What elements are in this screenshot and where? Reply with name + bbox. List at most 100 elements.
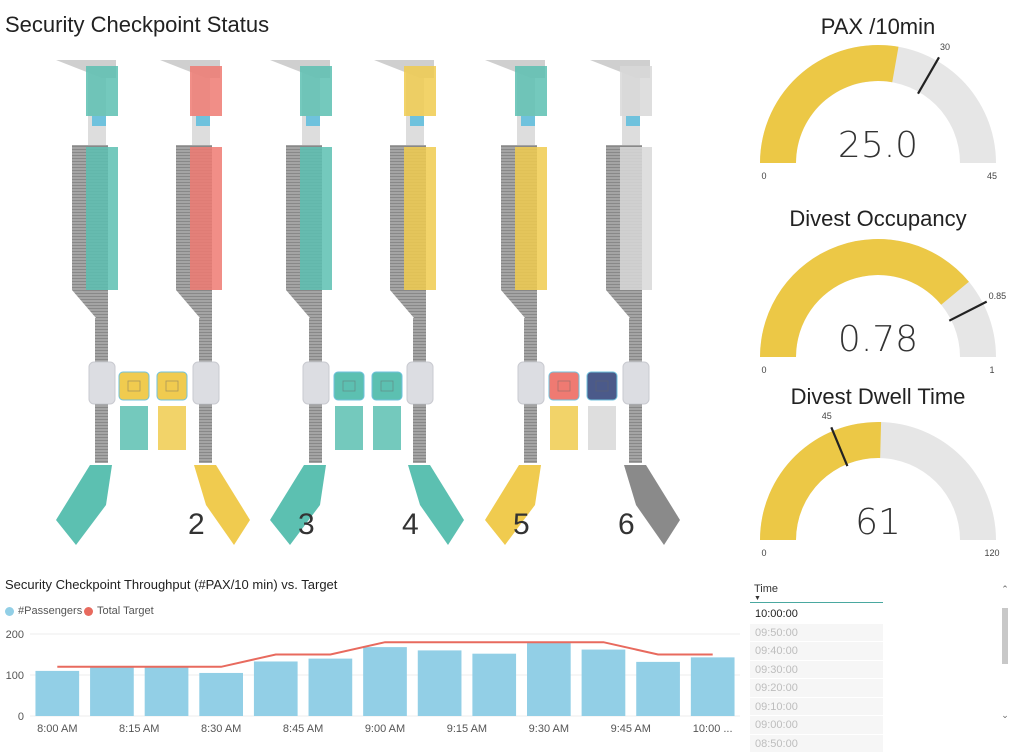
slicer-item[interactable]: 09:00:00	[750, 716, 883, 735]
bar-passengers[interactable]	[691, 657, 735, 716]
slicer-item[interactable]: 09:40:00	[750, 642, 883, 661]
bar-passengers[interactable]	[254, 661, 298, 716]
x-tick-label: 10:00 ...	[693, 723, 733, 735]
lane-scanner[interactable]	[518, 362, 544, 404]
x-tick-label: 8:45 AM	[283, 723, 323, 735]
lane-queue-box[interactable]	[620, 66, 652, 116]
gauge-min-label: 0	[761, 171, 766, 181]
xray-machine[interactable]	[372, 372, 402, 400]
y-tick-label: 0	[18, 711, 24, 723]
gauge-title: PAX /10min	[821, 14, 936, 39]
lane-divest-box[interactable]	[190, 147, 222, 290]
xray-machine[interactable]	[549, 372, 579, 400]
bar-passengers[interactable]	[527, 643, 571, 716]
inspection-station[interactable]	[550, 406, 578, 450]
bar-passengers[interactable]	[90, 667, 134, 716]
slicer-item[interactable]: 08:50:00	[750, 735, 883, 753]
lane-divest-box[interactable]	[404, 147, 436, 290]
sort-icon[interactable]: ▼	[754, 595, 761, 602]
lane-divest-box[interactable]	[620, 147, 652, 290]
bar-passengers[interactable]	[582, 650, 626, 716]
gauge-target-label: 45	[822, 411, 832, 421]
lane-belt	[196, 116, 210, 126]
slicer-item[interactable]: 09:10:00	[750, 698, 883, 717]
lane-3[interactable]: 3	[270, 60, 332, 545]
gauge-min-label: 0	[761, 548, 766, 558]
lane-5[interactable]: 5	[485, 60, 547, 545]
slicer-header[interactable]: Time	[754, 583, 778, 595]
x-tick-label: 8:30 AM	[201, 723, 241, 735]
slicer-item[interactable]: 09:20:00	[750, 679, 883, 698]
inspection-station[interactable]	[588, 406, 616, 450]
lane-scanner[interactable]	[623, 362, 649, 404]
lane-1[interactable]	[56, 60, 118, 545]
lane-queue-box[interactable]	[86, 66, 118, 116]
lane-exit-chute	[56, 465, 112, 545]
slicer-item[interactable]: 09:30:00	[750, 661, 883, 680]
gauge-max-label: 45	[987, 171, 997, 181]
lane-queue-box[interactable]	[190, 66, 222, 116]
lane-4[interactable]: 4	[374, 60, 464, 545]
lane-scanner[interactable]	[407, 362, 433, 404]
lane-divest-box[interactable]	[515, 147, 547, 290]
x-tick-label: 9:15 AM	[447, 723, 487, 735]
scanner-group	[549, 372, 617, 450]
lane-number: 4	[402, 508, 419, 541]
inspection-station[interactable]	[373, 406, 401, 450]
lane-scanner[interactable]	[303, 362, 329, 404]
bar-passengers[interactable]	[472, 654, 516, 716]
xray-machine[interactable]	[334, 372, 364, 400]
xray-machine[interactable]	[587, 372, 617, 400]
lane-scanner[interactable]	[193, 362, 219, 404]
x-tick-label: 9:00 AM	[365, 723, 405, 735]
bar-passengers[interactable]	[309, 659, 353, 716]
lane-belt	[92, 116, 106, 126]
y-tick-label: 100	[6, 670, 24, 682]
inspection-station[interactable]	[120, 406, 148, 450]
bar-passengers[interactable]	[199, 673, 243, 716]
scroll-down-icon[interactable]: ⌄	[1000, 710, 1010, 721]
gauge-target-label: 30	[940, 42, 950, 52]
gauge-title: Divest Occupancy	[789, 206, 966, 231]
slicer-scrollbar[interactable]: ⌃ ⌄	[1000, 578, 1010, 730]
inspection-station[interactable]	[335, 406, 363, 450]
y-tick-label: 200	[6, 629, 24, 641]
lane-6[interactable]: 6	[590, 60, 680, 545]
lane-belt	[410, 116, 424, 126]
gauge-value: 25.0	[838, 125, 918, 166]
scroll-up-icon[interactable]: ⌃	[1000, 584, 1010, 595]
lane-number: 2	[188, 508, 205, 541]
lane-belt	[521, 116, 535, 126]
bar-passengers[interactable]	[418, 650, 462, 716]
xray-machine[interactable]	[157, 372, 187, 400]
lane-belt	[306, 116, 320, 126]
slicer-item[interactable]: 09:50:00	[750, 624, 883, 643]
lane-2[interactable]: 2	[160, 60, 250, 545]
inspection-station[interactable]	[158, 406, 186, 450]
gauge-target-label: 0.85	[989, 291, 1007, 301]
lane-divest-box[interactable]	[86, 147, 118, 290]
bar-passengers[interactable]	[145, 667, 189, 716]
x-tick-label: 9:30 AM	[529, 723, 569, 735]
lane-queue-box[interactable]	[300, 66, 332, 116]
gauge-0: PAX /10min 30 25.0 0 45	[760, 14, 997, 181]
slicer-item[interactable]: 10:00:00	[750, 605, 883, 624]
gauge-title: Divest Dwell Time	[791, 384, 966, 409]
xray-machine[interactable]	[119, 372, 149, 400]
lane-queue-box[interactable]	[404, 66, 436, 116]
lane-scanner[interactable]	[89, 362, 115, 404]
bar-passengers[interactable]	[636, 662, 680, 716]
lane-belt	[626, 116, 640, 126]
bar-passengers[interactable]	[363, 647, 407, 716]
scroll-thumb[interactable]	[1002, 608, 1008, 664]
scanner-group	[334, 372, 402, 450]
lane-divest-box[interactable]	[300, 147, 332, 290]
lane-queue-box[interactable]	[515, 66, 547, 116]
lane-number: 5	[513, 508, 530, 541]
bar-passengers[interactable]	[35, 671, 79, 716]
gauge-value: 61	[855, 502, 901, 543]
